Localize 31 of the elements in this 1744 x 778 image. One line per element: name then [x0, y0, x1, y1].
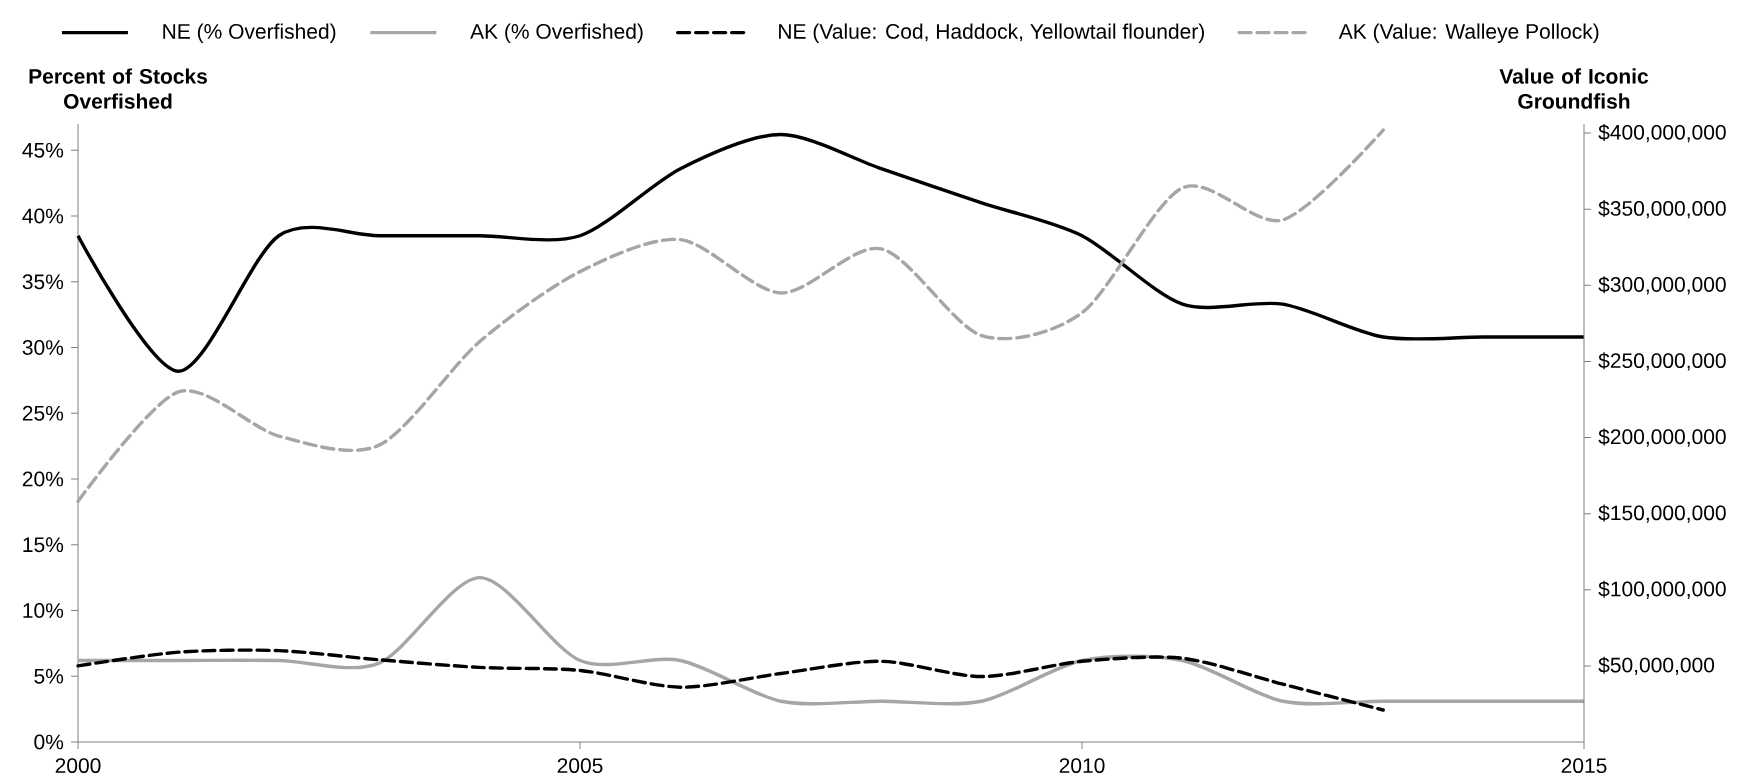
y-axis-title: Percent of Stocks Overfished	[29, 68, 207, 109]
y-tick-label: 25%	[22, 405, 64, 421]
x-tick-label: 2015	[1561, 758, 1607, 774]
legend-label: NE (Value: Cod, Haddock, Yellowtail flounder)	[779, 23, 1204, 43]
y-tick-label: 0%	[34, 734, 64, 750]
line-series	[76, 648, 1385, 712]
y-tick-label: 30%	[22, 340, 64, 355]
y2-tick-label: $300,000,000	[1598, 276, 1726, 295]
y2-tick-label: $250,000,000	[1598, 352, 1726, 371]
y2-tick-label: $50,000,000	[1598, 656, 1715, 675]
line-series	[76, 128, 1385, 504]
y2-tick-label: $400,000,000	[1598, 124, 1726, 143]
legend-label: NE (% Overfished)	[163, 23, 336, 43]
y-tick-label: 40%	[22, 208, 64, 224]
y-tick-label: 20%	[22, 471, 64, 487]
y2-tick-label: $150,000,000	[1598, 504, 1726, 523]
y2-tick-label: $100,000,000	[1598, 580, 1726, 599]
y-tick-label: 45%	[22, 142, 64, 158]
x-tick-label: 2010	[1059, 758, 1105, 774]
x-tick-label: 2005	[557, 758, 603, 774]
x-tick-label: 2000	[55, 758, 101, 774]
legend-label: AK (Value: Walleye Pollock)	[1338, 23, 1599, 43]
y2-tick-label: $350,000,000	[1598, 200, 1726, 219]
y-tick-label: 5%	[34, 668, 64, 684]
y-tick-label: 15%	[23, 537, 64, 553]
y2-axis-title: Value of Iconic Groundfish	[1499, 68, 1649, 109]
line-series	[76, 132, 1586, 373]
y-tick-label: 35%	[22, 274, 64, 290]
y2-tick-label: $200,000,000	[1598, 428, 1726, 447]
legend-label: AK (% Overfished)	[470, 23, 643, 43]
y-tick-label: 10%	[23, 603, 64, 618]
